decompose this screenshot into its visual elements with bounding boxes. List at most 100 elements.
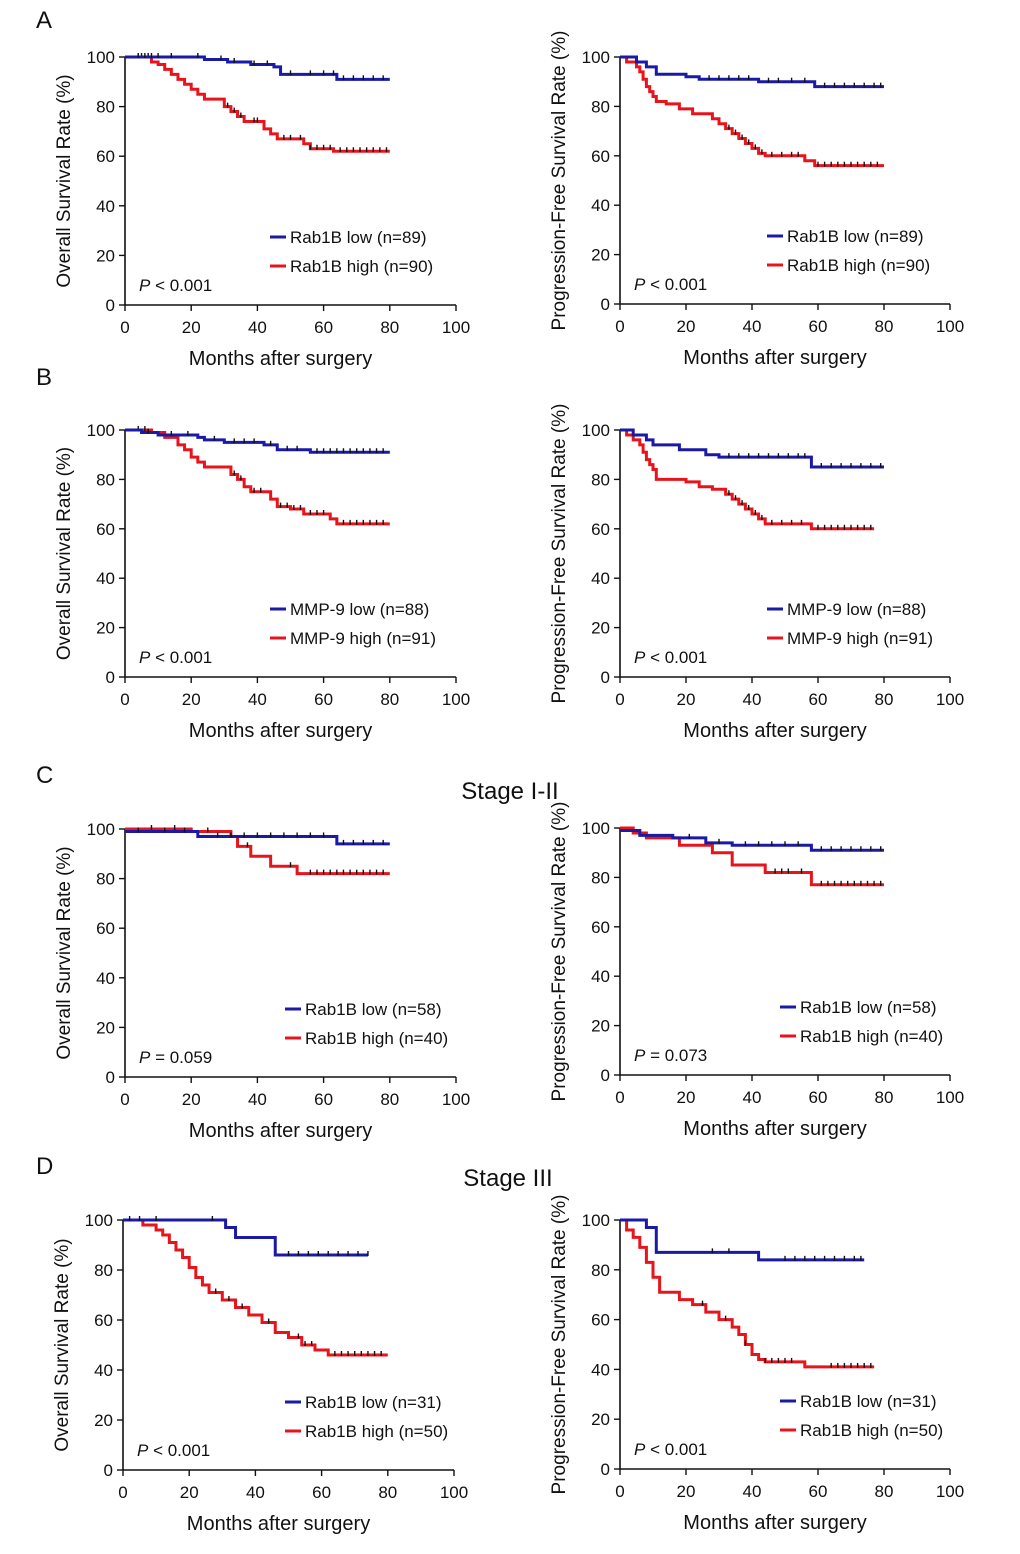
y-axis-title: Overall Survival Rate (%) <box>54 447 75 660</box>
p-symbol: P <box>634 1440 646 1459</box>
km-plot-C-left: 0 20 40 60 80 100 0 20 40 60 80 100 Months after sur… <box>54 820 470 1142</box>
legend-label-high: Rab1B high (n=50) <box>305 1422 448 1441</box>
x-axis-title: Months after surgery <box>683 1512 866 1534</box>
x-tick-label: 100 <box>442 1090 470 1109</box>
x-tick-label: 60 <box>314 690 333 709</box>
p-text: < 0.001 <box>645 1440 707 1459</box>
km-plot-D-left: 0 20 40 60 80 100 0 20 40 60 80 100 Months after sur… <box>52 1211 468 1535</box>
km-curve-low <box>620 1218 865 1262</box>
y-tick-label: 60 <box>94 1311 113 1330</box>
x-tick-label: 80 <box>380 318 399 337</box>
x-tick-label: 80 <box>875 1088 894 1107</box>
p-value: P = 0.059 <box>139 1048 212 1067</box>
y-tick-label: 60 <box>591 520 610 539</box>
x-tick-label: 0 <box>118 1483 127 1502</box>
y-tick-label: 20 <box>591 1410 610 1429</box>
y-tick-label: 20 <box>591 246 610 265</box>
x-tick-label: 60 <box>312 1483 331 1502</box>
y-tick-label: 80 <box>96 470 115 489</box>
x-tick-label: 100 <box>936 317 964 336</box>
y-tick-label: 100 <box>87 421 115 440</box>
p-text: = 0.073 <box>645 1046 707 1065</box>
y-tick-label: 40 <box>96 197 115 216</box>
x-tick-label: 20 <box>182 690 201 709</box>
y-tick-label: 80 <box>591 470 610 489</box>
km-curve-low <box>620 828 884 852</box>
panel-letter-d: D <box>36 1153 53 1180</box>
x-tick-label: 40 <box>743 1088 762 1107</box>
y-tick-label: 40 <box>591 196 610 215</box>
plots-container: 0 20 40 60 80 100 0 20 40 60 80 100 Months after sur… <box>52 31 964 1535</box>
y-axis-title: Overall Survival Rate (%) <box>52 1238 73 1451</box>
x-tick-label: 60 <box>809 690 828 709</box>
y-tick-label: 0 <box>601 295 610 314</box>
km-curve-low <box>620 55 884 89</box>
p-text: < 0.001 <box>150 276 212 295</box>
x-tick-label: 0 <box>615 317 624 336</box>
y-tick-label: 40 <box>94 1361 113 1380</box>
x-tick-label: 80 <box>875 690 894 709</box>
y-tick-label: 0 <box>601 668 610 687</box>
legend-label-high: Rab1B high (n=90) <box>290 257 433 276</box>
x-tick-label: 100 <box>936 1088 964 1107</box>
p-symbol: P <box>139 648 151 667</box>
y-tick-label: 100 <box>87 48 115 67</box>
y-tick-label: 0 <box>106 296 115 315</box>
km-curve-low <box>125 829 390 846</box>
x-tick-label: 80 <box>875 1482 894 1501</box>
y-axis-title: Progression-Free Survival Rate (%) <box>549 404 570 704</box>
x-tick-label: 20 <box>182 318 201 337</box>
km-plot-A-right: 0 20 40 60 80 100 0 20 40 60 80 100 Months after sur… <box>549 31 964 369</box>
x-tick-label: 60 <box>809 317 828 336</box>
x-tick-label: 40 <box>248 1090 267 1109</box>
x-tick-label: 60 <box>809 1088 828 1107</box>
y-axis-title: Progression-Free Survival Rate (%) <box>549 1195 570 1495</box>
km-curve-high <box>620 1218 875 1369</box>
legend-label-high: Rab1B high (n=50) <box>800 1421 943 1440</box>
x-tick-label: 60 <box>809 1482 828 1501</box>
legend-label-high: Rab1B high (n=90) <box>787 256 930 275</box>
legend-label-low: Rab1B low (n=58) <box>305 1000 442 1019</box>
p-symbol: P <box>634 275 646 294</box>
km-curve-low <box>123 1218 368 1257</box>
y-tick-label: 100 <box>582 48 610 67</box>
p-text: = 0.059 <box>150 1048 212 1067</box>
y-tick-label: 80 <box>96 98 115 117</box>
panel-letter-a: A <box>36 7 52 34</box>
x-tick-label: 40 <box>248 318 267 337</box>
p-value: P = 0.073 <box>634 1046 707 1065</box>
x-tick-label: 20 <box>180 1483 199 1502</box>
x-tick-label: 60 <box>314 318 333 337</box>
x-tick-label: 0 <box>615 690 624 709</box>
panel-letter-c: C <box>36 762 53 789</box>
y-tick-label: 0 <box>104 1461 113 1480</box>
x-tick-label: 100 <box>936 1482 964 1501</box>
y-tick-label: 60 <box>591 147 610 166</box>
x-tick-label: 0 <box>120 1090 129 1109</box>
y-tick-label: 100 <box>582 819 610 838</box>
km-curve-high <box>620 55 884 168</box>
legend-label-low: Rab1B low (n=89) <box>290 228 427 247</box>
stage-title-iii: Stage III <box>463 1165 552 1192</box>
y-tick-label: 40 <box>96 569 115 588</box>
p-symbol: P <box>139 1048 151 1067</box>
p-symbol: P <box>139 276 151 295</box>
x-tick-label: 80 <box>875 317 894 336</box>
x-tick-label: 0 <box>120 318 129 337</box>
y-tick-label: 60 <box>591 918 610 937</box>
y-tick-label: 20 <box>591 619 610 638</box>
km-plot-A-left: 0 20 40 60 80 100 0 20 40 60 80 100 Months after sur… <box>54 48 470 370</box>
x-axis-title: Months after surgery <box>187 1513 370 1535</box>
km-curve-high <box>125 55 390 153</box>
y-tick-label: 20 <box>96 246 115 265</box>
p-value: P < 0.001 <box>634 1440 707 1459</box>
p-value: P < 0.001 <box>139 276 212 295</box>
y-tick-label: 40 <box>591 967 610 986</box>
y-axis-title: Overall Survival Rate (%) <box>54 846 75 1059</box>
km-curve-high <box>123 1218 388 1357</box>
x-tick-label: 80 <box>380 690 399 709</box>
x-axis-title: Months after surgery <box>189 720 372 742</box>
p-text: < 0.001 <box>645 275 707 294</box>
x-tick-label: 20 <box>677 690 696 709</box>
y-tick-label: 80 <box>94 1261 113 1280</box>
